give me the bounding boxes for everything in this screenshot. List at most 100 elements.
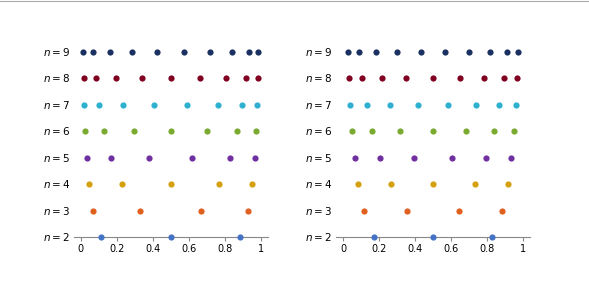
Point xyxy=(253,76,263,80)
Point xyxy=(479,76,488,80)
Point xyxy=(497,208,507,213)
Point xyxy=(485,49,495,54)
Point xyxy=(503,182,512,186)
Point xyxy=(150,102,159,107)
Point xyxy=(85,182,94,186)
Point xyxy=(254,49,263,54)
Point xyxy=(428,129,438,134)
Text: $n=8$: $n=8$ xyxy=(43,72,70,84)
Text: $n=9$: $n=9$ xyxy=(43,45,70,57)
Point xyxy=(355,49,364,54)
Text: $n=4$: $n=4$ xyxy=(42,178,70,190)
Point xyxy=(378,76,387,80)
Point xyxy=(119,102,128,107)
Point xyxy=(507,155,516,160)
Text: $n=5$: $n=5$ xyxy=(43,152,70,164)
Point xyxy=(137,76,146,80)
Text: $n=7$: $n=7$ xyxy=(43,99,70,111)
Point xyxy=(464,49,474,54)
Point xyxy=(144,155,154,160)
Point xyxy=(471,182,480,186)
Point xyxy=(226,155,235,160)
Point xyxy=(214,182,224,186)
Point xyxy=(118,182,127,186)
Point xyxy=(499,76,508,80)
Text: $n=3$: $n=3$ xyxy=(43,205,70,217)
Point xyxy=(489,129,498,134)
Point xyxy=(88,208,98,213)
Point xyxy=(375,155,385,160)
Point xyxy=(97,235,106,240)
Point xyxy=(353,182,363,186)
Point xyxy=(253,102,262,107)
Point xyxy=(487,235,497,240)
Point xyxy=(416,49,425,54)
Point xyxy=(107,155,116,160)
Point xyxy=(227,49,237,54)
Point xyxy=(130,129,139,134)
Point xyxy=(443,102,452,107)
Point xyxy=(197,208,206,213)
Point xyxy=(368,129,377,134)
Point xyxy=(213,102,223,107)
Point xyxy=(455,76,464,80)
Text: $n=3$: $n=3$ xyxy=(305,205,332,217)
Point xyxy=(385,102,395,107)
Point xyxy=(396,129,405,134)
Text: $n=2$: $n=2$ xyxy=(306,231,332,243)
Point xyxy=(511,102,521,107)
Point xyxy=(203,129,212,134)
Point xyxy=(403,208,412,213)
Point xyxy=(509,129,518,134)
Point xyxy=(454,208,464,213)
Text: $n=9$: $n=9$ xyxy=(305,45,332,57)
Point xyxy=(135,208,145,213)
Point xyxy=(81,129,90,134)
Text: $n=7$: $n=7$ xyxy=(305,99,332,111)
Text: $n=6$: $n=6$ xyxy=(43,125,70,137)
Text: $n=4$: $n=4$ xyxy=(305,178,332,190)
Point xyxy=(513,49,522,54)
Point xyxy=(153,49,162,54)
Point xyxy=(343,49,353,54)
Point xyxy=(166,129,176,134)
Point xyxy=(166,182,176,186)
Point xyxy=(345,76,354,80)
Point xyxy=(105,49,114,54)
Point xyxy=(350,155,359,160)
Point xyxy=(428,76,438,80)
Point xyxy=(495,102,504,107)
Point xyxy=(447,155,456,160)
Point xyxy=(79,76,88,80)
Point xyxy=(369,235,379,240)
Point xyxy=(247,182,257,186)
Point xyxy=(205,49,214,54)
Point xyxy=(183,102,192,107)
Point xyxy=(111,76,120,80)
Point xyxy=(244,49,253,54)
Point xyxy=(243,208,253,213)
Point xyxy=(346,102,355,107)
Point xyxy=(362,102,371,107)
Point xyxy=(180,49,189,54)
Point xyxy=(252,129,261,134)
Point xyxy=(166,235,176,240)
Text: $n=6$: $n=6$ xyxy=(305,125,332,137)
Point xyxy=(512,76,522,80)
Point xyxy=(195,76,204,80)
Point xyxy=(392,49,402,54)
Point xyxy=(82,155,92,160)
Text: $n=2$: $n=2$ xyxy=(43,231,70,243)
Point xyxy=(413,102,423,107)
Point xyxy=(250,155,259,160)
Point xyxy=(402,76,411,80)
Point xyxy=(428,182,438,186)
Point xyxy=(238,102,247,107)
Point xyxy=(371,49,380,54)
Point xyxy=(166,76,176,80)
Point xyxy=(80,102,89,107)
Point xyxy=(94,102,104,107)
Point xyxy=(91,76,100,80)
Point xyxy=(386,182,396,186)
Point xyxy=(461,129,471,134)
